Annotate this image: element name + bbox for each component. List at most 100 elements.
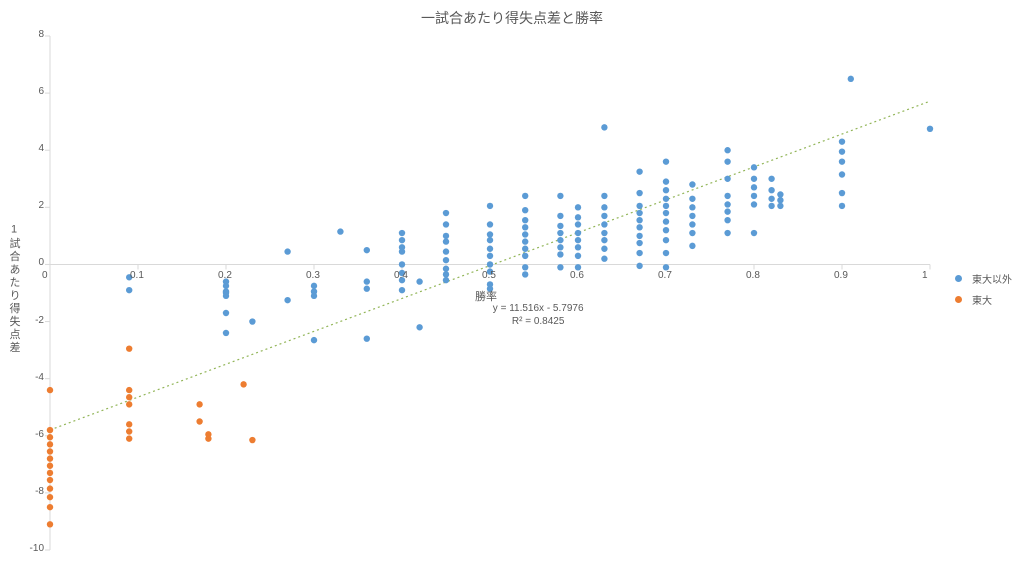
data-point: [724, 193, 730, 199]
data-point: [689, 221, 695, 227]
data-point: [223, 293, 229, 299]
data-point: [848, 76, 854, 82]
x-tick-label: 0: [42, 270, 48, 281]
data-point: [47, 485, 53, 491]
data-point: [575, 214, 581, 220]
y-tick-label: 0: [20, 257, 44, 268]
data-point: [575, 221, 581, 227]
data-point: [768, 203, 774, 209]
data-point: [443, 266, 449, 272]
data-point: [777, 197, 783, 203]
data-point: [557, 223, 563, 229]
data-point: [636, 250, 642, 256]
data-point: [311, 283, 317, 289]
data-point: [557, 193, 563, 199]
data-point: [663, 178, 669, 184]
trendline-r2: R² = 0.8425: [493, 315, 584, 329]
y-axis-title: 1試合あたり得失点差: [6, 224, 22, 355]
data-point: [126, 287, 132, 293]
data-point: [839, 158, 845, 164]
x-tick-label: 0.9: [834, 270, 848, 281]
data-point: [47, 441, 53, 447]
data-point: [636, 217, 642, 223]
data-point: [663, 187, 669, 193]
data-point: [487, 253, 493, 259]
data-point: [522, 253, 528, 259]
data-point: [636, 190, 642, 196]
data-point: [601, 256, 607, 262]
data-point: [364, 247, 370, 253]
data-point: [364, 335, 370, 341]
x-tick-label: 0.8: [746, 270, 760, 281]
data-point: [487, 261, 493, 267]
data-point: [557, 237, 563, 243]
data-point: [777, 191, 783, 197]
data-point: [768, 187, 774, 193]
data-point: [601, 221, 607, 227]
data-point: [364, 278, 370, 284]
y-tick-label: -2: [20, 315, 44, 326]
data-point: [522, 264, 528, 270]
data-point: [636, 168, 642, 174]
data-point: [601, 230, 607, 236]
data-point: [126, 428, 132, 434]
data-point: [663, 158, 669, 164]
data-point: [601, 124, 607, 130]
data-point: [522, 238, 528, 244]
y-tick-label: 8: [20, 29, 44, 40]
data-point: [839, 171, 845, 177]
legend-label: 東大: [972, 292, 992, 307]
data-point: [443, 238, 449, 244]
data-point: [443, 277, 449, 283]
data-point: [47, 448, 53, 454]
legend: 東大以外 東大: [955, 265, 1012, 313]
y-tick-label: 6: [20, 86, 44, 97]
x-tick-label: 0.2: [218, 270, 232, 281]
data-point: [724, 208, 730, 214]
data-point: [126, 401, 132, 407]
data-point: [487, 221, 493, 227]
data-point: [399, 261, 405, 267]
data-point: [240, 381, 246, 387]
data-point: [601, 237, 607, 243]
legend-label: 東大以外: [972, 271, 1012, 286]
data-point: [416, 324, 422, 330]
data-point: [522, 193, 528, 199]
data-point: [751, 184, 757, 190]
data-point: [443, 257, 449, 263]
y-tick-label: 4: [20, 143, 44, 154]
data-point: [839, 148, 845, 154]
data-point: [47, 494, 53, 500]
data-point: [557, 244, 563, 250]
data-point: [663, 203, 669, 209]
data-point: [223, 330, 229, 336]
data-point: [487, 246, 493, 252]
data-point: [399, 237, 405, 243]
data-point: [557, 230, 563, 236]
data-point: [311, 337, 317, 343]
data-point: [443, 221, 449, 227]
x-tick-label: 0.7: [658, 270, 672, 281]
data-point: [47, 477, 53, 483]
y-tick-label: -8: [20, 486, 44, 497]
data-point: [575, 237, 581, 243]
data-point: [601, 213, 607, 219]
data-point: [311, 293, 317, 299]
data-point: [196, 418, 202, 424]
data-point: [557, 251, 563, 257]
data-point: [663, 237, 669, 243]
data-point: [126, 345, 132, 351]
data-point: [689, 230, 695, 236]
data-point: [839, 138, 845, 144]
data-point: [196, 401, 202, 407]
data-point: [47, 455, 53, 461]
y-tick-label: -4: [20, 372, 44, 383]
data-point: [47, 504, 53, 510]
data-point: [522, 217, 528, 223]
data-point: [689, 213, 695, 219]
data-point: [689, 243, 695, 249]
data-point: [557, 213, 563, 219]
legend-marker-icon: [955, 296, 962, 303]
data-point: [443, 271, 449, 277]
data-point: [751, 230, 757, 236]
